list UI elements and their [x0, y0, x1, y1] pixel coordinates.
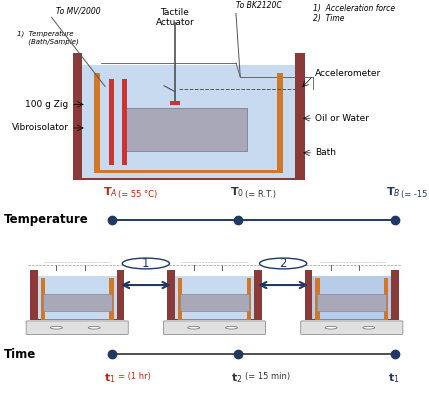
- Text: Temperature: Temperature: [4, 213, 89, 226]
- Text: 1)  Temperature
     (Bath/Sample): 1) Temperature (Bath/Sample): [17, 31, 79, 45]
- Bar: [117, 270, 124, 320]
- Text: $\mathbf{T}_B$: $\mathbf{T}_B$: [386, 186, 401, 199]
- Bar: [94, 73, 100, 173]
- Bar: [41, 278, 45, 320]
- Bar: [178, 318, 251, 320]
- Text: (= 15 min): (= 15 min): [245, 372, 290, 381]
- Text: 2: 2: [279, 257, 287, 270]
- Bar: [391, 270, 399, 320]
- Bar: [170, 101, 180, 105]
- Text: (= R.T.): (= R.T.): [245, 190, 275, 199]
- Text: Oil or Water: Oil or Water: [315, 114, 369, 123]
- Bar: [315, 278, 320, 320]
- Text: 1)  Acceleration force
2)  Time: 1) Acceleration force 2) Time: [313, 4, 395, 23]
- Circle shape: [88, 326, 100, 329]
- Bar: [38, 276, 117, 320]
- Bar: [180, 294, 249, 310]
- Bar: [305, 270, 312, 320]
- Text: Time: Time: [4, 348, 36, 361]
- FancyBboxPatch shape: [301, 321, 403, 334]
- Text: To BK2120C: To BK2120C: [236, 1, 282, 10]
- Text: 1: 1: [142, 257, 150, 270]
- Text: 100 g Zig: 100 g Zig: [25, 100, 69, 109]
- Text: $\mathbf{t}_2$: $\mathbf{t}_2$: [231, 372, 242, 386]
- Bar: [73, 178, 305, 180]
- Bar: [82, 65, 295, 178]
- Text: $\mathbf{t}_1$: $\mathbf{t}_1$: [387, 372, 399, 386]
- Bar: [384, 278, 388, 320]
- Text: = (1 hr): = (1 hr): [118, 372, 151, 381]
- Bar: [254, 270, 262, 320]
- Circle shape: [363, 326, 375, 329]
- Bar: [94, 170, 283, 173]
- Text: Tactile
Actuator: Tactile Actuator: [155, 8, 194, 27]
- Bar: [73, 53, 82, 180]
- FancyBboxPatch shape: [163, 321, 266, 334]
- Text: To MV/2000: To MV/2000: [56, 6, 100, 15]
- FancyBboxPatch shape: [122, 108, 247, 151]
- Bar: [315, 318, 388, 320]
- Bar: [30, 270, 38, 320]
- Text: Vibroisolator: Vibroisolator: [12, 124, 69, 132]
- Text: (= 55 °C): (= 55 °C): [118, 190, 157, 199]
- Text: $\mathbf{t}_1$: $\mathbf{t}_1$: [104, 372, 116, 386]
- Text: Accelerometer: Accelerometer: [315, 69, 381, 78]
- Bar: [167, 270, 175, 320]
- Text: $\mathbf{T}_0$: $\mathbf{T}_0$: [230, 186, 244, 199]
- Bar: [122, 80, 127, 165]
- Circle shape: [325, 326, 337, 329]
- Bar: [109, 80, 114, 165]
- Bar: [43, 294, 112, 310]
- Bar: [277, 73, 283, 173]
- Circle shape: [122, 258, 169, 269]
- Text: Bath: Bath: [315, 148, 336, 157]
- Bar: [247, 278, 251, 320]
- FancyBboxPatch shape: [26, 321, 128, 334]
- Text: (= -15 °C): (= -15 °C): [401, 190, 429, 199]
- Bar: [41, 318, 114, 320]
- Text: $\mathbf{T}_A$: $\mathbf{T}_A$: [103, 186, 118, 199]
- Bar: [295, 53, 305, 180]
- Circle shape: [226, 326, 238, 329]
- Circle shape: [260, 258, 307, 269]
- Bar: [317, 294, 386, 310]
- Bar: [175, 276, 254, 320]
- Bar: [312, 276, 391, 320]
- Circle shape: [51, 326, 63, 329]
- Circle shape: [188, 326, 200, 329]
- Bar: [178, 278, 182, 320]
- Bar: [109, 278, 114, 320]
